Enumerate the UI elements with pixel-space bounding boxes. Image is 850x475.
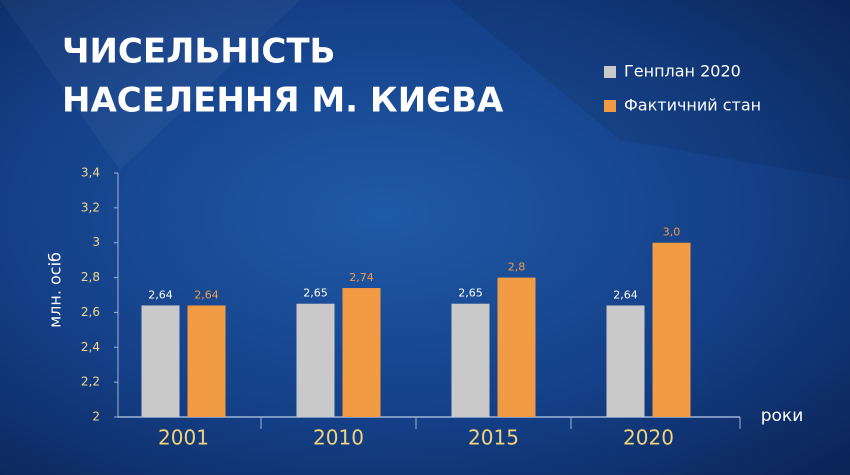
bar xyxy=(606,305,645,417)
y-tick-label: 3 xyxy=(92,235,100,249)
bar xyxy=(296,303,335,417)
legend-swatch xyxy=(604,66,616,78)
bar xyxy=(652,242,691,417)
value-label: 2,65 xyxy=(303,287,328,300)
y-tick-label: 3,4 xyxy=(81,166,100,180)
y-tick-label: 2 xyxy=(92,410,100,424)
x-tick-label: 2010 xyxy=(313,426,364,450)
legend-swatch xyxy=(604,100,616,112)
y-tick-label: 2,2 xyxy=(81,375,100,389)
legend-label: Генплан 2020 xyxy=(624,62,741,81)
value-label: 2,64 xyxy=(148,288,173,301)
legend-label: Фактичний стан xyxy=(624,96,761,115)
value-label: 2,74 xyxy=(349,271,374,284)
bar xyxy=(451,303,490,417)
value-label: 3,0 xyxy=(663,226,681,239)
x-axis-label: роки xyxy=(761,406,804,426)
y-tick-label: 2,6 xyxy=(81,305,100,319)
x-tick-label: 2020 xyxy=(623,426,674,450)
y-axis-label: млн. осіб xyxy=(46,252,65,328)
y-tick-label: 2,8 xyxy=(81,270,100,284)
bar xyxy=(141,305,180,417)
x-tick-label: 2001 xyxy=(158,426,209,450)
value-label: 2,8 xyxy=(508,261,526,274)
value-label: 2,64 xyxy=(613,288,638,301)
chart-title: ЧИСЕЛЬНІСТЬ xyxy=(62,32,335,72)
decor xyxy=(0,0,300,170)
value-label: 2,64 xyxy=(194,288,219,301)
decor xyxy=(450,0,850,180)
chart-title: НАСЕЛЕННЯ М. КИЄВА xyxy=(62,81,504,121)
value-label: 2,65 xyxy=(458,287,483,300)
bar xyxy=(342,288,381,417)
x-tick-label: 2015 xyxy=(468,426,519,450)
bar xyxy=(497,277,536,417)
y-tick-label: 3,2 xyxy=(81,200,100,214)
bar xyxy=(187,305,226,417)
y-tick-label: 2,4 xyxy=(81,340,100,354)
